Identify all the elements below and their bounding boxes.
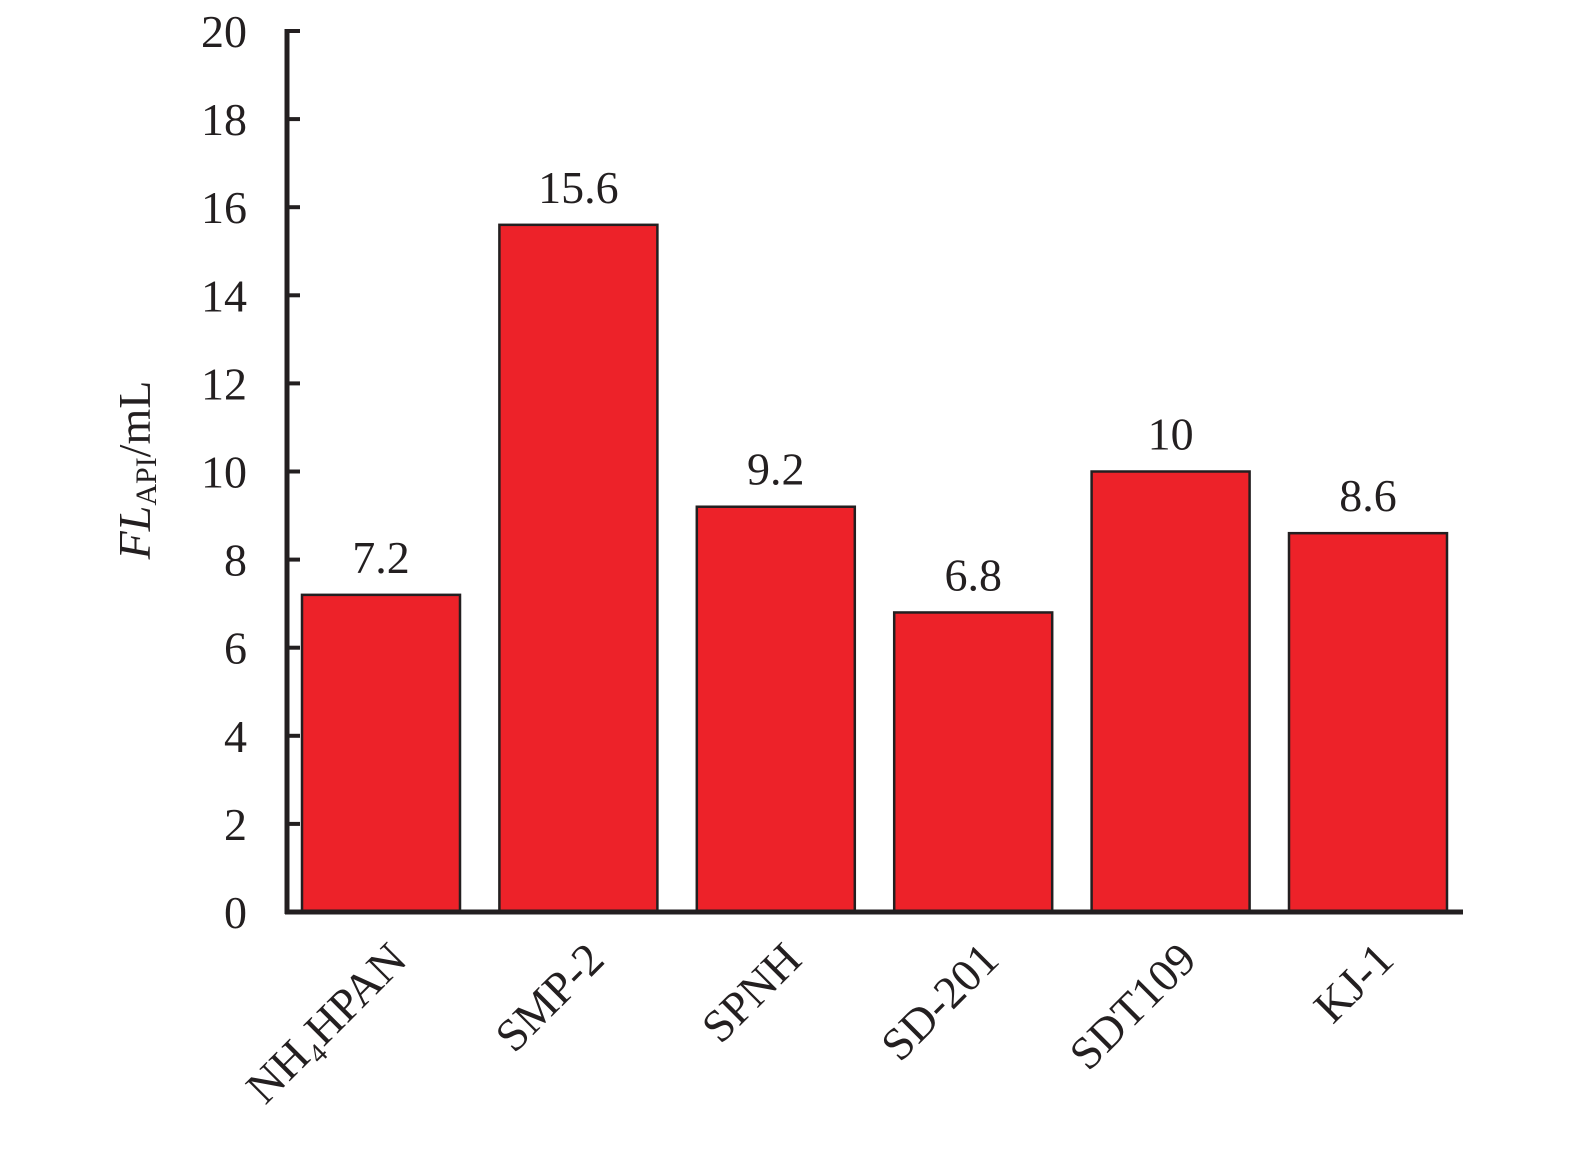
bar <box>498 223 659 914</box>
y-label-unit: /mL <box>109 381 160 458</box>
bar <box>892 611 1054 914</box>
bar <box>695 505 857 914</box>
y-tick-label: 16 <box>201 182 247 233</box>
data-label: 9.2 <box>747 444 805 495</box>
y-tick-label: 2 <box>224 799 247 850</box>
y-tick-label: 18 <box>201 94 247 145</box>
y-label-main: FL <box>109 506 160 561</box>
y-tick-label: 6 <box>224 623 247 674</box>
x-tick-label: SPNH <box>692 933 811 1052</box>
y-tick-label: 12 <box>201 358 247 409</box>
bar <box>300 593 462 914</box>
data-label: 10 <box>1148 409 1194 460</box>
x-tick-label: KJ-1 <box>1304 933 1403 1032</box>
y-label-sub: API <box>130 457 163 505</box>
data-label: 8.6 <box>1339 470 1397 521</box>
y-tick-label: 8 <box>224 535 247 586</box>
data-label: 15.6 <box>538 162 619 213</box>
data-label: 7.2 <box>352 532 410 583</box>
y-tick-label: 4 <box>224 711 247 762</box>
data-label: 6.8 <box>944 549 1002 600</box>
x-tick-label: NH₄HPAN <box>236 933 416 1113</box>
y-tick-label: 10 <box>201 447 247 498</box>
y-tick-label: 20 <box>201 6 247 57</box>
bar <box>1090 470 1251 914</box>
x-tick-label: SMP-2 <box>485 933 613 1061</box>
bar <box>1287 531 1449 914</box>
y-axis-label: FLAPI/mL <box>109 381 163 561</box>
x-tick-label: SDT109 <box>1059 933 1205 1079</box>
y-tick-label: 14 <box>201 270 247 321</box>
x-tick-label: SD-201 <box>871 933 1008 1070</box>
y-tick-label: 0 <box>224 887 247 938</box>
